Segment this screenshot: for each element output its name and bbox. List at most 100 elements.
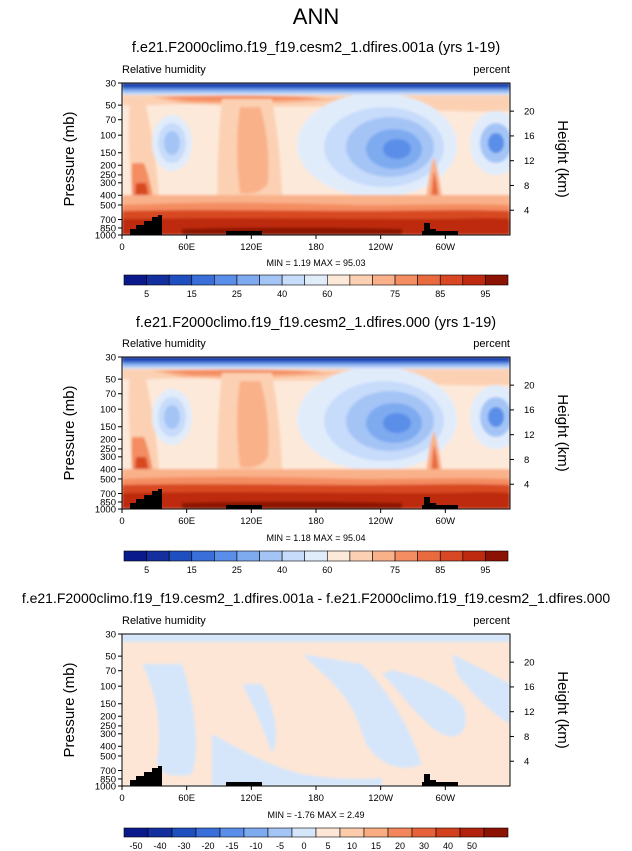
panel-2-lon-tick-label: 60W (436, 516, 456, 527)
contour-region (164, 131, 180, 155)
panel-3-lon-tick-label: 120W (368, 793, 393, 804)
panel-3-pressure-tick-label: 850 (100, 774, 116, 785)
colorbar-swatch (394, 274, 418, 286)
panel-3-pressure-tick-label: 400 (100, 742, 116, 753)
panel-2-pressure-tick-label: 100 (100, 404, 116, 415)
panel-2-y-axis-title: Pressure (mb) (61, 385, 78, 480)
panel-2-height-tick-label: 12 (524, 430, 535, 441)
colorbar-swatch (459, 827, 485, 838)
topography-silhouette (226, 782, 262, 786)
topography-silhouette (226, 231, 262, 235)
contour-region (237, 381, 269, 468)
panel-3-pressure-tick-label: 70 (105, 666, 116, 677)
panel-2-lon-tick-label: 180 (308, 516, 324, 527)
panel-1-pressure-tick-label: 70 (105, 115, 116, 126)
contour-region (452, 654, 510, 724)
panel-2-stats: MIN = 1.18 MAX = 95.04 (266, 533, 365, 543)
panel-2-height-tick-label: 4 (524, 480, 529, 491)
colorbar-swatch (291, 827, 317, 838)
colorbar-label: 0 (301, 841, 306, 851)
panel-3-height-tick-label: 8 (524, 732, 529, 743)
colorbar-label: -30 (177, 841, 190, 851)
colorbar-label: 15 (187, 289, 197, 299)
colorbar-swatch (372, 274, 396, 286)
colorbar-swatch (439, 550, 464, 562)
panel-2-colorbar: 5 15 25 40 60 75 85 95 (123, 550, 509, 575)
panel-2-pressure-tick-label: 1000 (95, 504, 116, 515)
panel-1-units-label: percent (473, 64, 510, 76)
contour-region (122, 634, 510, 642)
panel-2-pressure-tick-label: 400 (100, 465, 116, 476)
panel-2-y2-axis-title: Height (km) (554, 394, 571, 472)
colorbar-swatch (462, 274, 486, 286)
colorbar-label: 60 (322, 565, 332, 575)
panel-1-y-axis-title: Pressure (mb) (61, 111, 78, 206)
panel-1-pressure-tick-label: 500 (100, 200, 116, 211)
colorbar-label: 40 (443, 841, 453, 851)
panel-3-pressure-tick-label: 200 (100, 712, 116, 723)
panel-2-pressure-tick-label: 150 (100, 422, 116, 433)
panel-2-lon-tick-label: 60E (178, 516, 195, 527)
colorbar-label: 5 (325, 841, 330, 851)
colorbar-swatch (123, 827, 149, 838)
panel-1-pressure-tick-label: 850 (100, 223, 116, 234)
contour-region (488, 407, 504, 427)
contour-region (122, 83, 510, 95)
colorbar-label: 75 (390, 565, 400, 575)
panel-3-pressure-tick-label: 300 (100, 729, 116, 740)
panel-2-height-tick-label: 16 (524, 405, 535, 416)
colorbar-swatch (435, 827, 461, 838)
colorbar-swatch (339, 827, 365, 838)
panel-2-height-tick-label: 20 (524, 380, 535, 391)
colorbar-swatch (411, 827, 437, 838)
colorbar-swatch (281, 274, 306, 286)
contour-region (142, 664, 197, 776)
panel-2-pressure-tick-label: 250 (100, 444, 116, 455)
panel-2-pressure-tick-label: 850 (100, 497, 116, 508)
colorbar-swatch (168, 550, 193, 562)
panel-1-height-tick-label: 4 (524, 206, 529, 217)
panel-1-pressure-tick-label: 700 (100, 215, 116, 226)
contour-region (242, 684, 277, 754)
colorbar-swatch (281, 550, 306, 562)
panel-3-height-tick-label: 12 (524, 707, 535, 718)
panel-2-variable-label: Relative humidity (122, 338, 206, 350)
panel-1-pressure-tick-label: 30 (105, 78, 116, 89)
colorbar-swatch (146, 550, 170, 562)
panel-1-variable-label: Relative humidity (122, 64, 206, 76)
colorbar-label: 75 (390, 289, 400, 299)
panel-2-pressure-tick-label: 500 (100, 474, 116, 485)
panel-1-title: f.e21.F2000climo.f19_f19.cesm2_1.dfires.… (132, 40, 500, 56)
panel-3-units-label: percent (473, 615, 510, 627)
panel-3: f.e21.F2000climo.f19_f19.cesm2_1.dfires.… (22, 590, 611, 851)
panel-2-plot-area (121, 356, 511, 510)
panel-3-y-axis-title: Pressure (mb) (61, 662, 78, 757)
colorbar-label: 5 (144, 289, 149, 299)
colorbar-label: 15 (371, 841, 381, 851)
contour-region (182, 501, 402, 509)
main-title: ANN (293, 4, 339, 29)
topography-silhouette (226, 505, 262, 509)
contour-region (383, 139, 411, 159)
colorbar-label: 25 (232, 289, 242, 299)
colorbar-label: -40 (153, 841, 166, 851)
colorbar-label: 20 (395, 841, 405, 851)
colorbar-swatch (259, 274, 283, 286)
contour-region (202, 644, 322, 652)
colorbar-swatch (439, 274, 464, 286)
colorbar-swatch (214, 550, 238, 562)
panel-3-stats: MIN = -1.76 MAX = 2.49 (267, 810, 364, 820)
contour-region (182, 227, 402, 235)
panel-3-lon-tick-label: 180 (308, 793, 324, 804)
panel-3-pressure-tick-label: 250 (100, 721, 116, 732)
panel-1-lon-tick-label: 60W (436, 242, 456, 253)
colorbar-label: -10 (249, 841, 262, 851)
contour-region (302, 654, 422, 768)
colorbar-swatch (236, 274, 260, 286)
colorbar-label: 85 (435, 565, 445, 575)
panel-3-y2-axis-title: Height (km) (554, 671, 571, 749)
panel-2-pressure-tick-label: 700 (100, 489, 116, 500)
contour-region (162, 95, 322, 102)
panel-3-title: f.e21.F2000climo.f19_f19.cesm2_1.dfires.… (22, 590, 611, 606)
